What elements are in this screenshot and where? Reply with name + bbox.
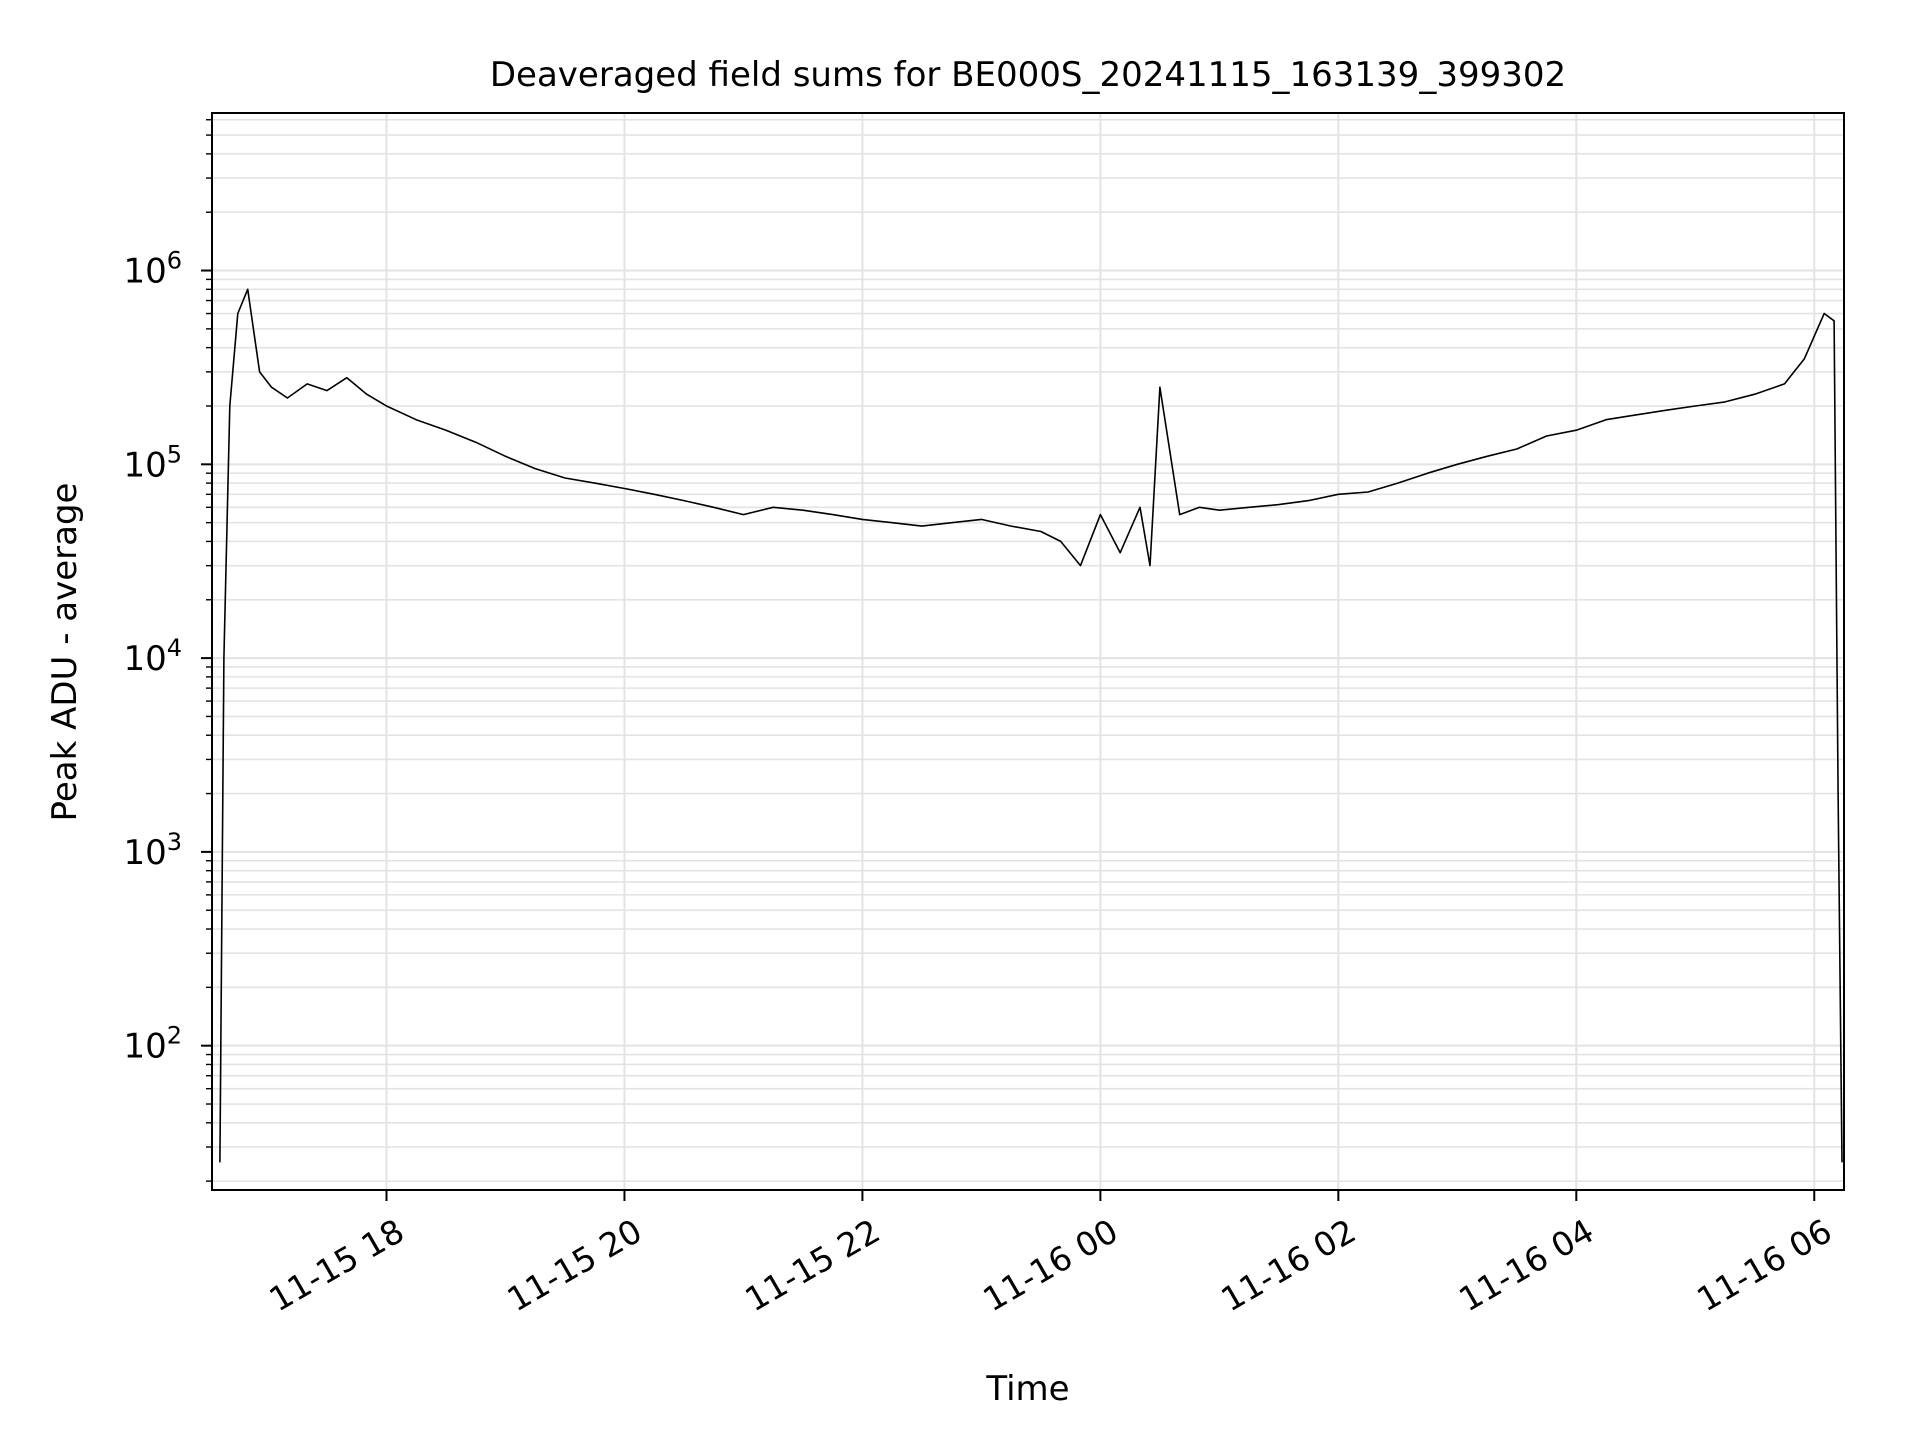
y-tick-label: 105	[123, 440, 182, 485]
y-tick-label-exponent: 4	[167, 634, 182, 662]
tick-layer	[201, 119, 1816, 1201]
y-tick-label: 102	[123, 1022, 182, 1067]
series-layer	[219, 288, 1843, 1163]
y-tick-label-base: 10	[123, 639, 166, 679]
grid-layer	[212, 113, 1844, 1190]
y-axis-label: Peak ADU - average	[45, 483, 85, 822]
y-tick-label: 104	[123, 634, 182, 679]
y-tick-label: 106	[123, 247, 182, 292]
y-tick-label-exponent: 3	[167, 828, 182, 856]
y-tick-label-base: 10	[123, 252, 166, 292]
y-tick-label-exponent: 2	[167, 1022, 182, 1050]
x-axis-label: Time	[985, 1369, 1069, 1409]
y-tick-label-base: 10	[123, 833, 166, 873]
data-series-line	[219, 288, 1843, 1163]
chart-title: Deaveraged field sums for BE000S_2024111…	[490, 55, 1566, 95]
y-tick-label-exponent: 6	[167, 247, 182, 275]
y-tick-label-exponent: 5	[167, 440, 182, 468]
plot-frame	[211, 112, 1845, 1191]
y-tick-label-base: 10	[123, 1027, 166, 1067]
y-tick-label: 103	[123, 828, 182, 873]
y-tick-label-base: 10	[123, 445, 166, 485]
